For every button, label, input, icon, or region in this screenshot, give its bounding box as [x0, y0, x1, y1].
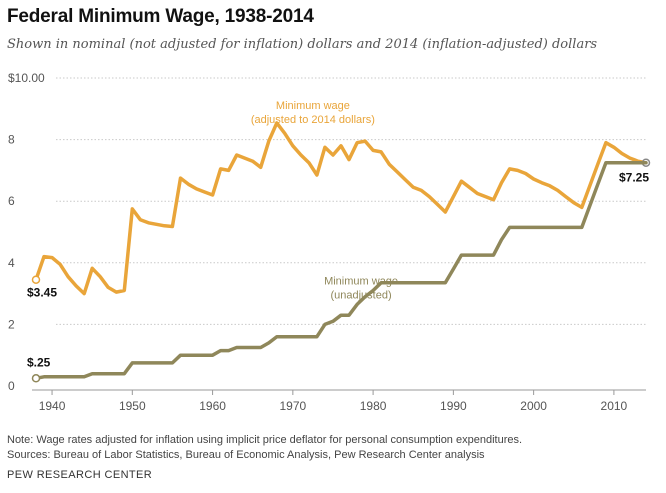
series-line-adjusted	[34, 121, 648, 296]
start-point-unadjusted	[31, 374, 41, 383]
chart-title: Federal Minimum Wage, 1938-2014	[7, 6, 314, 27]
chart-note: Note: Wage rates adjusted for inflation …	[7, 433, 657, 463]
series-label-adjusted: (adjusted to 2014 dollars)	[251, 114, 375, 126]
y-tick-label: 6	[8, 194, 15, 208]
y-tick-label: $10.00	[8, 71, 45, 85]
y-tick-label: 2	[8, 317, 15, 331]
sources-line: Sources: Bureau of Labor Statistics, Bur…	[7, 449, 485, 461]
series-label-unadjusted: (unadjusted)	[330, 289, 391, 301]
x-tick-label: 1940	[39, 399, 66, 413]
series-label-unadjusted: Minimum wage	[324, 275, 398, 287]
x-tick-label: 1950	[119, 399, 146, 413]
chart-subtitle: Shown in nominal (not adjusted for infla…	[7, 37, 598, 52]
x-tick-label: 1990	[440, 399, 467, 413]
end-value-label-adjusted: $7.25	[619, 171, 649, 185]
x-tick-label: 1970	[279, 399, 306, 413]
brand-footer: PEW RESEARCH CENTER	[7, 469, 153, 481]
x-tick-label: 1960	[199, 399, 226, 413]
y-tick-label: 0	[8, 379, 15, 393]
start-value-label-unadjusted: $.25	[27, 355, 51, 369]
series-line-unadjusted	[34, 160, 648, 381]
x-tick-label: 2000	[520, 399, 547, 413]
x-tick-label: 1980	[360, 399, 387, 413]
x-tick-label: 2010	[601, 399, 628, 413]
note-line: Note: Wage rates adjusted for inflation …	[7, 434, 523, 446]
y-tick-label: 4	[8, 256, 15, 270]
start-point-adjusted	[31, 275, 41, 284]
start-value-label-adjusted: $3.45	[27, 286, 57, 300]
series-label-adjusted: Minimum wage	[276, 100, 350, 112]
y-tick-label: 8	[8, 133, 15, 147]
